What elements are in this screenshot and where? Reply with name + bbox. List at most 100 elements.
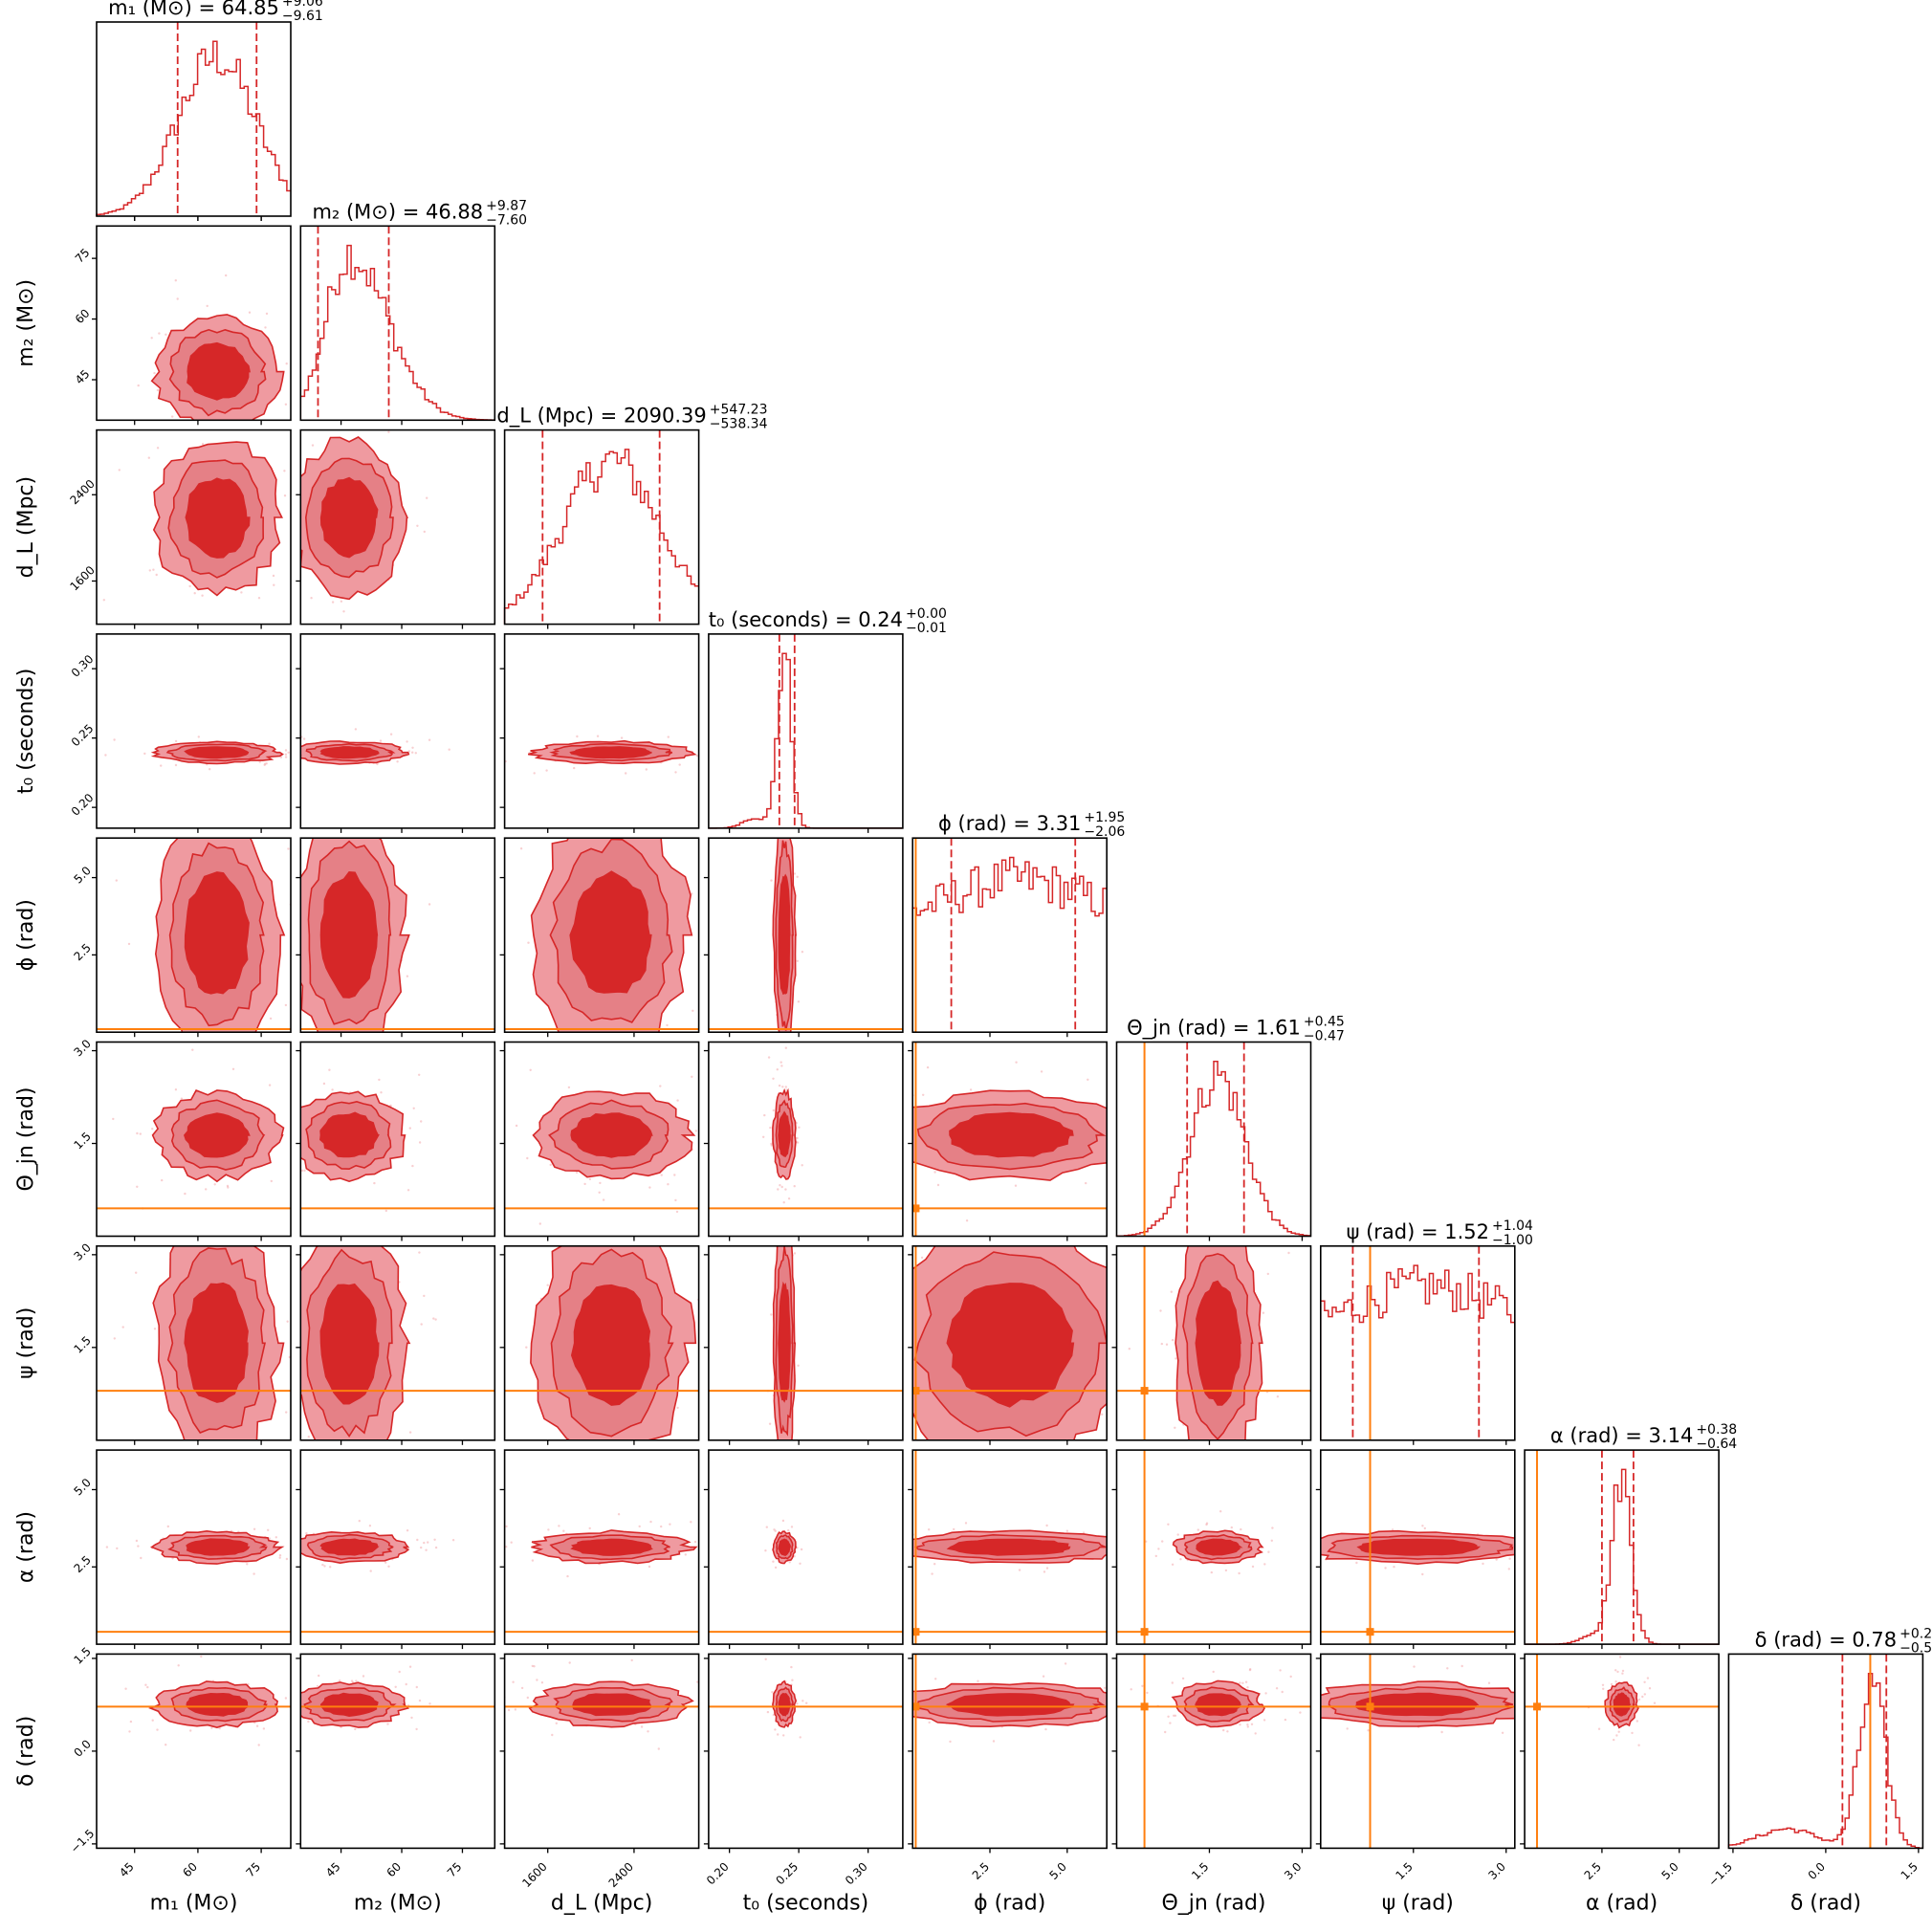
x-tick-label-theta: 1.5 — [1189, 1860, 1211, 1882]
panel-2d-t0-alpha — [708, 1449, 904, 1645]
x-tick-label-psi: 3.0 — [1485, 1860, 1507, 1882]
x-axis-label-m2: m₂ (M⊙) — [354, 1891, 442, 1915]
panel-2d-theta-alpha — [1115, 1449, 1312, 1645]
x-tick-label-dL: 1600 — [519, 1860, 549, 1890]
contour-inner — [570, 1112, 653, 1158]
x-tick-label-theta: 3.0 — [1282, 1860, 1304, 1882]
x-tick-label-phi: 5.0 — [1047, 1860, 1069, 1882]
y-tick-label-alpha: 5.0 — [71, 1476, 93, 1498]
x-axis-label-theta: Θ_jn (rad) — [1161, 1891, 1265, 1915]
contour-inner — [572, 1693, 652, 1717]
y-axis-label-phi: ϕ (rad) — [14, 899, 38, 971]
frame-hist-t0 — [708, 633, 904, 829]
frame-2d — [708, 1041, 904, 1238]
frame-2d — [708, 1653, 904, 1850]
hist-m1 — [96, 40, 291, 216]
panel-2d-m1-dL — [96, 428, 292, 626]
panel-hist-theta: Θ_jn (rad) = 1.61 +0.45−0.47 — [1115, 1015, 1345, 1238]
frame-2d — [503, 633, 700, 829]
contour-inner — [319, 1538, 380, 1556]
panel-2d-m1-t0 — [96, 633, 292, 829]
x-tick-label-m1: 45 — [117, 1860, 137, 1880]
title-psi: ψ (rad) = 1.52 — [1347, 1220, 1489, 1243]
title-t0: t₀ (seconds) = 0.24 — [709, 608, 903, 631]
title-minus-dL: −538.34 — [710, 417, 768, 432]
contour-inner — [778, 1110, 791, 1157]
contour-inner — [184, 1112, 251, 1158]
frame-2d — [503, 1449, 700, 1645]
y-tick-label-delta: −1.5 — [68, 1827, 98, 1856]
truth-point — [1366, 1628, 1374, 1636]
hist-phi — [911, 856, 1108, 1033]
panel-2d-t0-psi — [708, 1245, 904, 1441]
contour-inner — [319, 1111, 380, 1158]
panel-hist-psi: ψ (rad) = 1.52 +1.04−1.00 — [1320, 1218, 1533, 1441]
x-tick-label-alpha: 5.0 — [1658, 1860, 1680, 1882]
x-tick-label-delta: 0.0 — [1806, 1860, 1828, 1882]
y-tick-label-phi: 5.0 — [71, 864, 93, 886]
x-tick-label-m2: 45 — [323, 1860, 343, 1880]
frame-2d — [299, 428, 496, 626]
title-minus-m2: −7.60 — [486, 212, 527, 228]
frame-2d — [299, 1041, 496, 1238]
contour-inner — [1354, 1692, 1480, 1717]
contour-inner — [778, 873, 791, 996]
title-theta: Θ_jn (rad) = 1.61 — [1127, 1017, 1301, 1041]
panel-2d-m2-dL — [299, 428, 496, 626]
y-tick-label-t0: 0.25 — [69, 721, 97, 749]
frame-2d — [911, 1041, 1109, 1238]
panel-hist-dL: d_L (Mpc) = 2090.39 +547.23−538.34 — [496, 403, 768, 626]
panel-2d-dL-delta — [503, 1653, 700, 1850]
truth-point — [1140, 1387, 1149, 1395]
frame-2d — [96, 428, 292, 626]
frame-2d — [1115, 1449, 1312, 1645]
title-m2: m₂ (M⊙) = 46.88 — [312, 200, 483, 223]
title-minus-alpha: −0.64 — [1696, 1437, 1737, 1452]
panel-2d-m2-alpha — [299, 1449, 496, 1645]
panel-hist-delta: δ (rad) = 0.78+0.20−0.51 — [1727, 1626, 1932, 1850]
frame-2d — [96, 1245, 292, 1441]
panel-2d-m1-theta — [96, 1041, 292, 1238]
contour-inner — [319, 1283, 380, 1405]
frame-2d — [708, 1449, 904, 1645]
contour-inner — [945, 1693, 1075, 1717]
y-axis-label-theta: Θ_jn (rad) — [14, 1087, 38, 1191]
frame-2d — [1320, 1449, 1516, 1645]
title-minus-delta: −0.51 — [1899, 1640, 1932, 1656]
contour-inner — [778, 1281, 791, 1403]
x-tick-label-m2: 75 — [445, 1860, 465, 1880]
truth-point — [912, 1204, 920, 1213]
panel-hist-alpha: α (rad) = 3.14 +0.38−0.64 — [1524, 1422, 1737, 1645]
y-tick-label-m2: 75 — [73, 246, 93, 266]
title-minus-m1: −9.61 — [282, 9, 323, 24]
title-plus-m1: +9.06 — [282, 0, 323, 10]
panel-2d-m2-theta — [299, 1041, 496, 1238]
title-phi: ϕ (rad) = 3.31 — [938, 812, 1081, 835]
hist-psi — [1320, 1264, 1515, 1440]
panel-2d-m1-phi — [96, 837, 292, 1034]
y-axis-label-psi: ψ (rad) — [14, 1307, 38, 1379]
frame-2d — [96, 1653, 292, 1850]
frame-2d — [96, 633, 292, 829]
title-minus-psi: −1.00 — [1492, 1233, 1533, 1248]
y-tick-label-delta: 1.5 — [71, 1644, 93, 1666]
y-tick-label-phi: 2.5 — [71, 941, 93, 963]
panel-2d-m1-psi — [96, 1245, 292, 1441]
contour-inner — [187, 341, 251, 401]
frame-2d — [299, 1245, 496, 1441]
y-tick-label-dL: 1600 — [67, 563, 97, 593]
contour-inner — [1356, 1538, 1482, 1556]
title-plus-m2: +9.87 — [486, 198, 527, 213]
x-tick-label-delta: −1.5 — [1706, 1860, 1736, 1890]
x-tick-label-t0: 0.30 — [843, 1860, 870, 1888]
contour-inner — [949, 1111, 1074, 1158]
panel-2d-psi-alpha — [1320, 1449, 1516, 1645]
frame-hist-alpha — [1524, 1449, 1720, 1645]
frame-2d — [911, 1449, 1109, 1645]
x-axis-label-alpha: α (rad) — [1586, 1891, 1658, 1915]
frame-2d — [503, 1245, 700, 1441]
panel-hist-m1: m₁ (M⊙) = 64.85 +9.06−9.61 — [96, 0, 323, 217]
title-plus-phi: +1.95 — [1084, 810, 1125, 825]
contour-inner — [186, 1692, 249, 1717]
